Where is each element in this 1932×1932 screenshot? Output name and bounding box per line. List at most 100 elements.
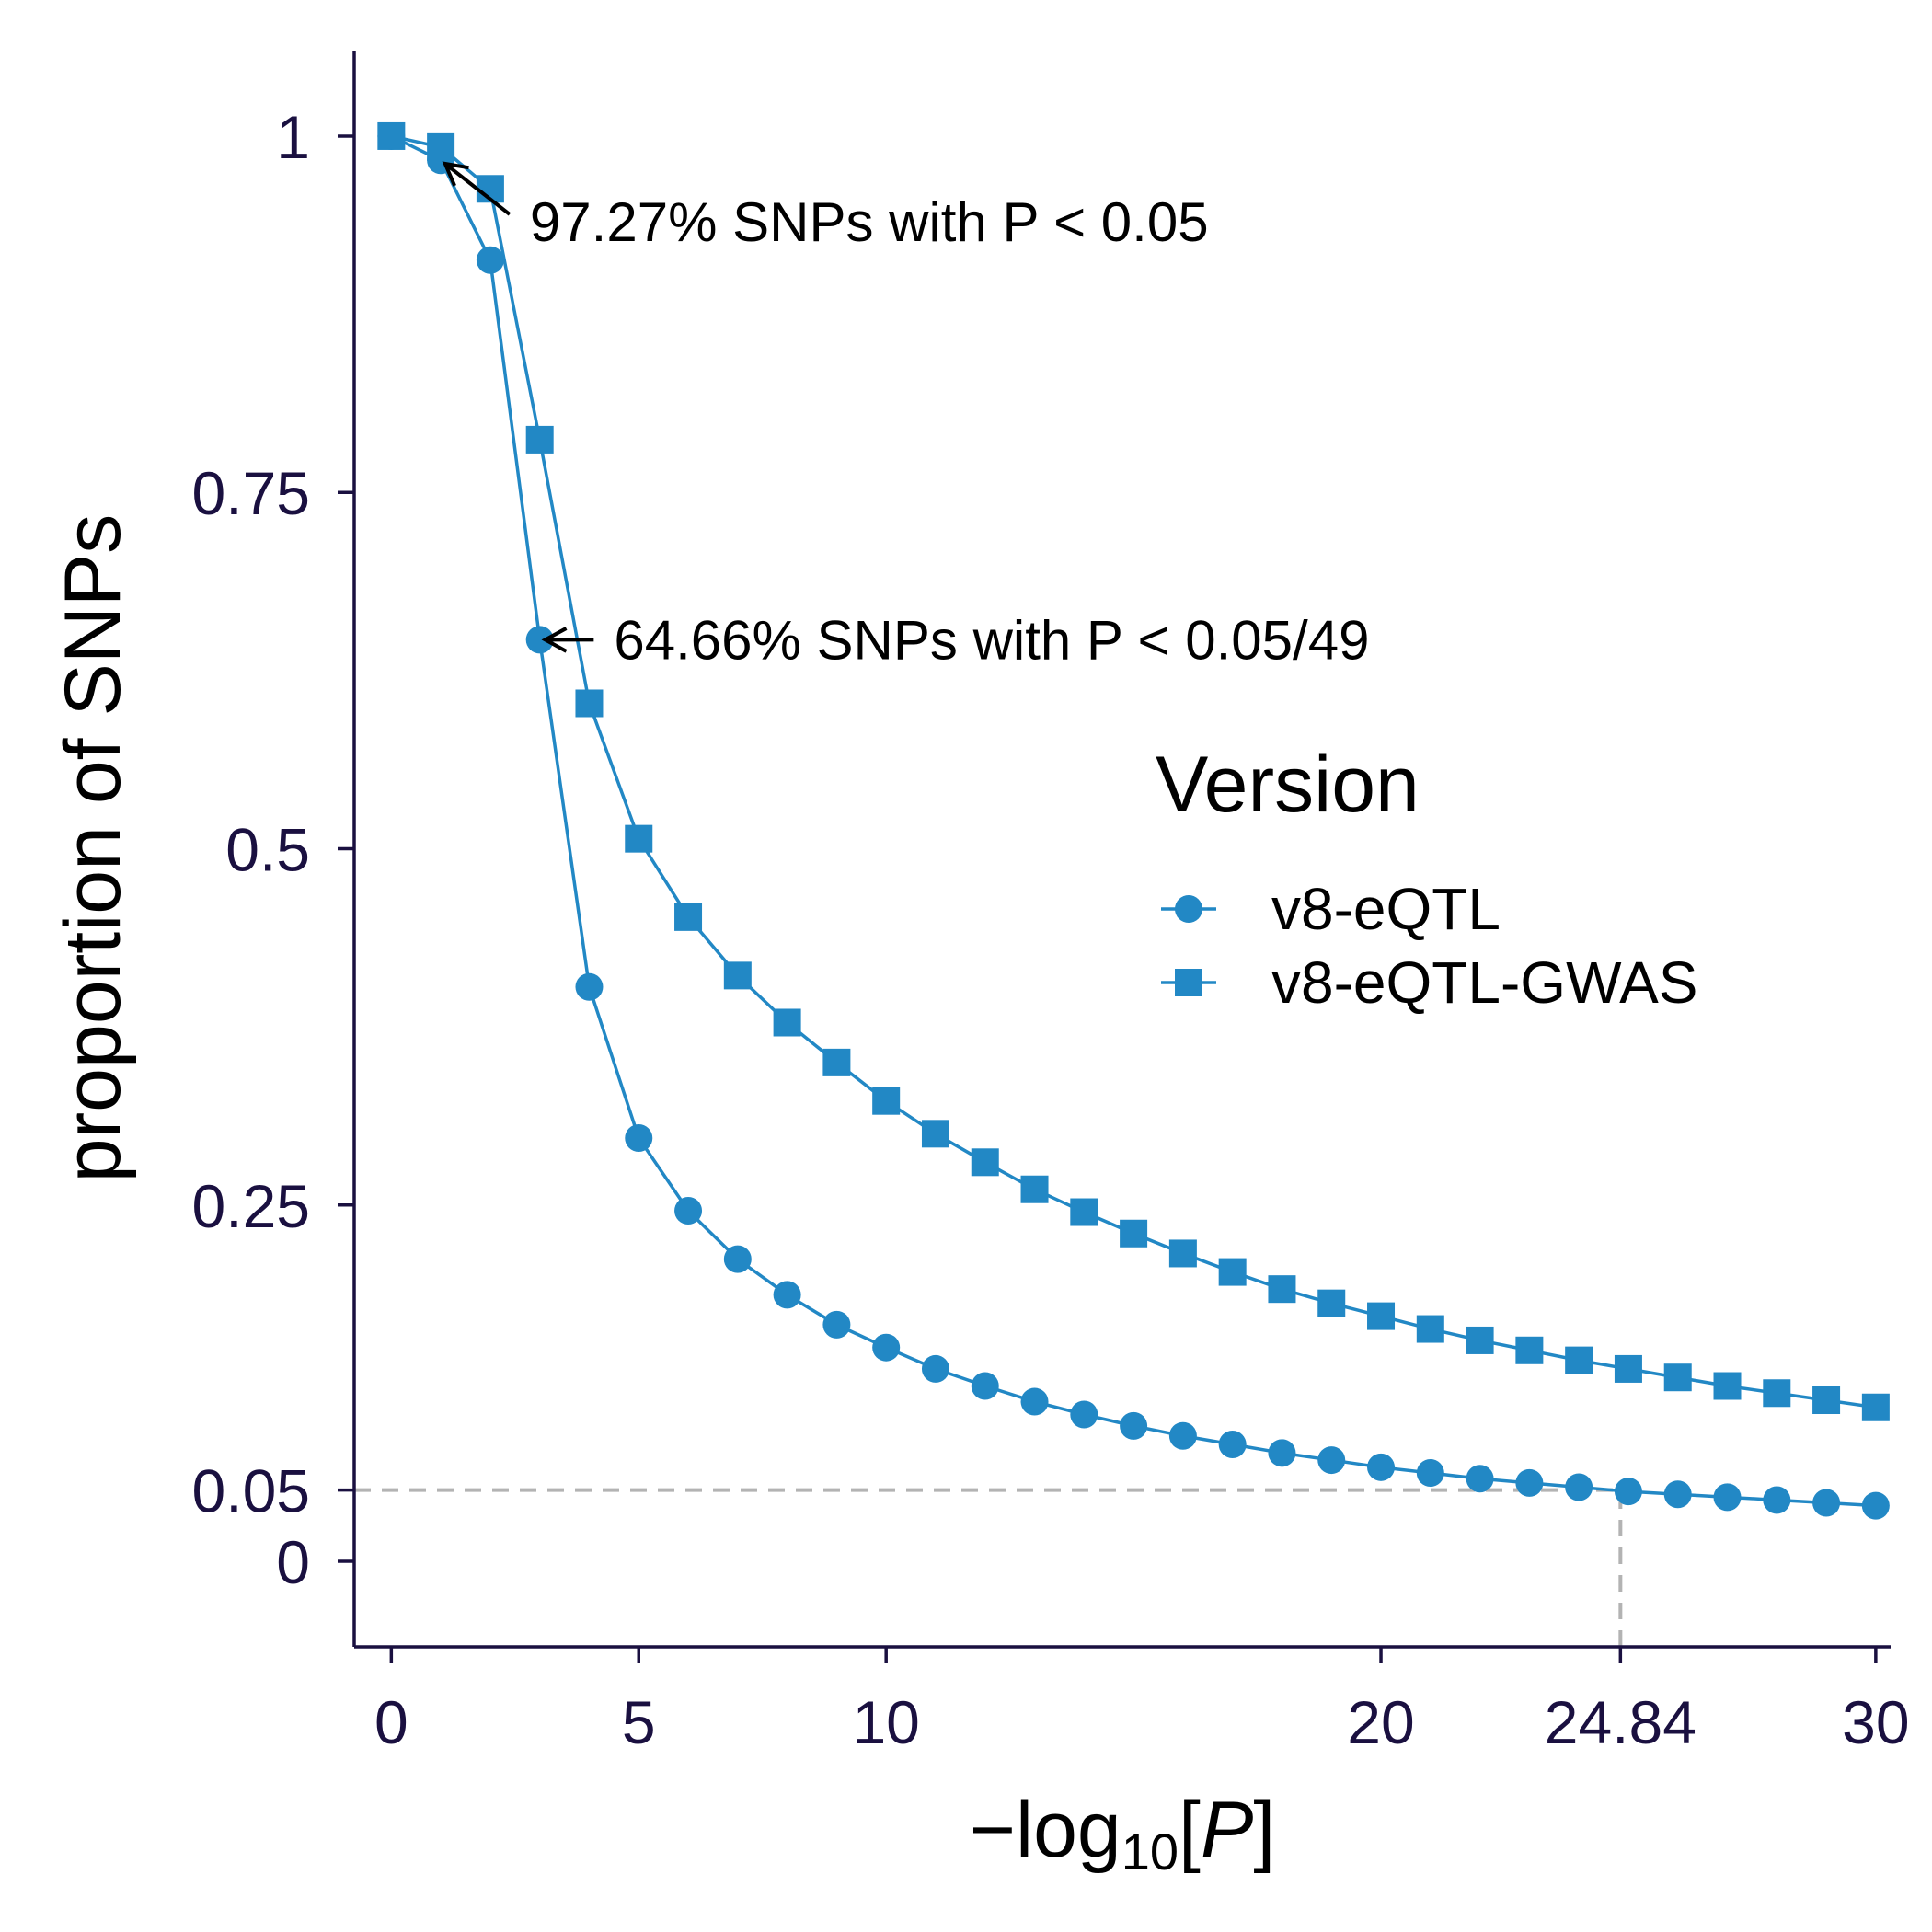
data-point — [674, 903, 703, 931]
data-point — [1466, 1326, 1494, 1354]
data-point — [1218, 1258, 1247, 1286]
x-tick-label: 20 — [1347, 1688, 1414, 1756]
annotation-arrow-head — [541, 627, 568, 653]
series-line — [390, 134, 1876, 1508]
data-point — [1367, 1453, 1396, 1481]
data-point — [525, 626, 554, 654]
legend-entry: v8-eQTL — [1161, 876, 1501, 942]
square-marker-icon — [1175, 969, 1202, 996]
data-point — [1070, 1400, 1098, 1429]
series-v8-eqtl — [377, 121, 1890, 1520]
data-point — [1218, 1431, 1247, 1459]
series-line — [390, 134, 1877, 1409]
data-point — [1466, 1465, 1494, 1493]
circle-marker-icon — [1175, 895, 1202, 923]
data-point — [625, 1123, 653, 1152]
data-point — [1268, 1439, 1296, 1467]
data-point — [1317, 1446, 1346, 1475]
annotation: 64.66% SNPs with P < 0.05/49 — [541, 609, 1369, 671]
x-axis-title: −log10[P] — [970, 1786, 1275, 1880]
legend-entries: v8-eQTL v8-eQTL-GWAS — [1161, 876, 1697, 1016]
data-point — [1268, 1275, 1296, 1304]
data-point — [971, 1148, 999, 1177]
data-point — [1565, 1346, 1593, 1374]
x-axis-title-variable: P — [1201, 1786, 1253, 1874]
data-point — [1168, 1239, 1197, 1268]
annotation-arrow-shaft — [443, 162, 512, 216]
data-point — [773, 1008, 801, 1037]
data-point — [1663, 1480, 1692, 1509]
legend-title: Version — [1156, 741, 1420, 829]
data-point — [1120, 1411, 1148, 1440]
data-point — [1861, 1393, 1890, 1421]
x-axis-title-subscript: 10 — [1121, 1823, 1179, 1880]
data-point — [1120, 1219, 1148, 1248]
data-point — [1416, 1459, 1444, 1488]
data-point — [971, 1372, 999, 1400]
x-tick-label: 0 — [374, 1688, 408, 1756]
data-point — [476, 246, 504, 274]
data-point — [872, 1333, 901, 1362]
data-point — [822, 1310, 851, 1339]
data-point — [1614, 1354, 1642, 1383]
y-tick-label: 0 — [276, 1528, 310, 1596]
data-point — [1020, 1175, 1049, 1203]
data-point — [625, 824, 653, 853]
data-point — [1020, 1387, 1049, 1416]
y-tick-label: 1 — [276, 103, 310, 171]
x-tick-label: 10 — [852, 1688, 919, 1756]
series — [377, 121, 1890, 1520]
annotations: 97.27% SNPs with P < 0.05 64.66% SNPs wit… — [442, 161, 1369, 671]
data-point — [1812, 1489, 1841, 1517]
data-point — [575, 689, 604, 718]
series-v8-eqtl-gwas — [377, 121, 1890, 1421]
data-point — [1713, 1372, 1742, 1400]
data-point — [773, 1281, 801, 1309]
annotation-text: 97.27% SNPs with P < 0.05 — [530, 191, 1209, 253]
y-tick-label: 0.5 — [225, 816, 310, 884]
data-point — [1070, 1198, 1098, 1226]
x-axis-title-bracket-open: [ — [1179, 1786, 1201, 1874]
data-point — [1515, 1468, 1544, 1497]
data-point — [1367, 1302, 1396, 1330]
annotation-arrow-head — [442, 161, 469, 187]
data-point — [1763, 1486, 1791, 1514]
data-point — [525, 425, 554, 454]
data-point — [921, 1354, 949, 1383]
data-point — [1515, 1336, 1544, 1364]
reference-lines — [354, 1488, 1623, 1647]
data-point — [1614, 1478, 1642, 1506]
data-point — [921, 1120, 949, 1148]
data-point — [1317, 1289, 1346, 1317]
data-point — [1565, 1473, 1593, 1501]
data-point — [1168, 1421, 1197, 1450]
data-point — [872, 1087, 901, 1115]
y-axis-title: proportion of SNPs — [49, 514, 137, 1183]
data-point — [1812, 1386, 1841, 1415]
data-point — [674, 1196, 703, 1225]
annotation-text: 64.66% SNPs with P < 0.05/49 — [614, 609, 1369, 671]
data-point — [1416, 1315, 1444, 1343]
data-point — [723, 961, 752, 990]
data-point — [1713, 1483, 1742, 1512]
legend-label: v8-eQTL-GWAS — [1271, 949, 1697, 1016]
data-point — [1861, 1491, 1890, 1520]
x-axis-title-bracket-close: ] — [1253, 1786, 1275, 1874]
y-tick-label: 0.75 — [192, 459, 310, 527]
data-point — [377, 121, 406, 150]
data-point — [1663, 1363, 1692, 1392]
data-point — [723, 1245, 752, 1273]
x-axis-title-prefix: −log — [970, 1786, 1121, 1874]
annotation: 97.27% SNPs with P < 0.05 — [442, 161, 1209, 253]
legend: Version v8-eQTL v8-eQTL-GWAS — [1156, 741, 1697, 1016]
x-tick-label: 24.84 — [1545, 1688, 1696, 1756]
legend-entry: v8-eQTL-GWAS — [1161, 949, 1697, 1016]
y-tick-label: 0.05 — [192, 1457, 310, 1525]
y-tick-label: 0.25 — [192, 1172, 310, 1240]
legend-label: v8-eQTL — [1271, 876, 1501, 942]
x-tick-label: 30 — [1842, 1688, 1909, 1756]
data-point — [427, 132, 455, 161]
data-point — [575, 972, 604, 1001]
